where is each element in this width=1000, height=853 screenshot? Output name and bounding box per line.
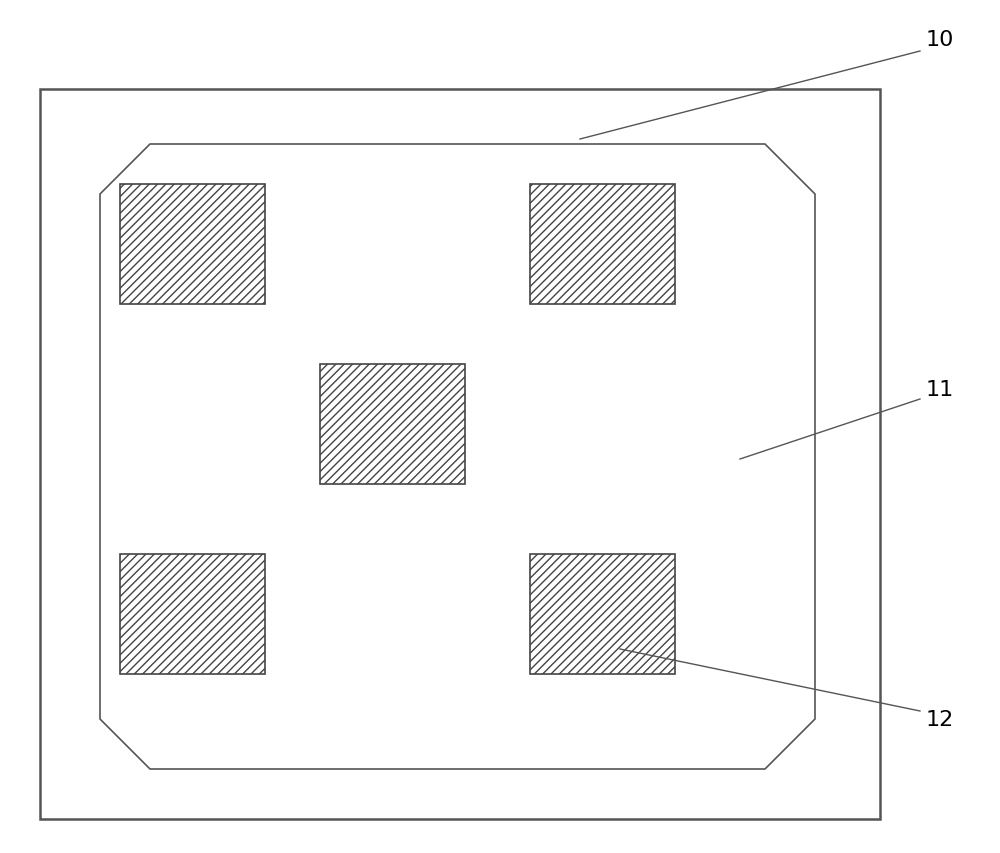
Text: 10: 10 [926, 30, 954, 50]
Bar [120, 185, 265, 305]
Bar [530, 554, 675, 674]
Text: 11: 11 [926, 380, 954, 399]
Bar [120, 554, 265, 674]
Bar [530, 185, 675, 305]
Bar [320, 364, 465, 485]
Bar [40, 90, 880, 819]
Polygon shape [100, 145, 815, 769]
Text: 12: 12 [926, 709, 954, 729]
